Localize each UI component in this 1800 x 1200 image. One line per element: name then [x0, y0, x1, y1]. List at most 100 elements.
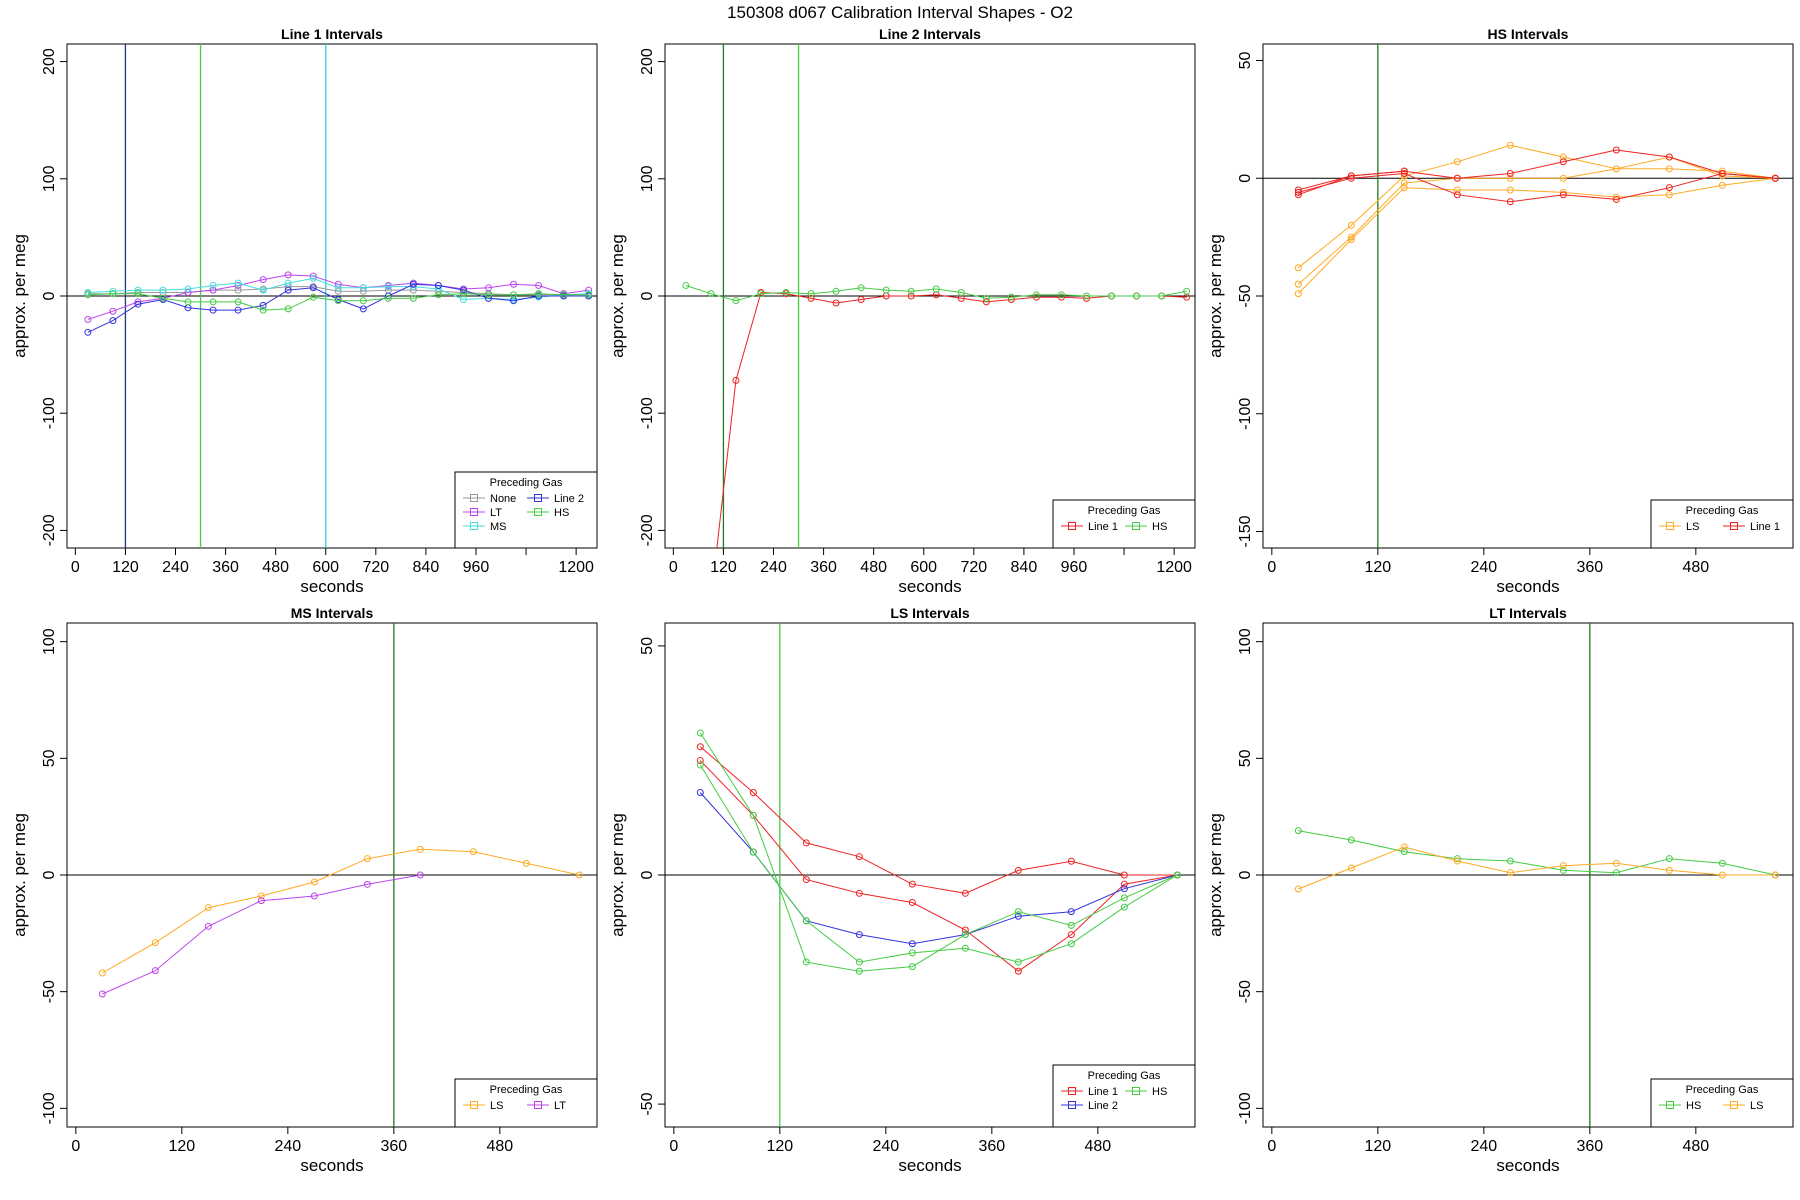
- panel-title: LT Intervals: [1489, 605, 1567, 621]
- series-line-1: [696, 743, 1181, 897]
- y-axis: -50 0 50 approx. per meg: [608, 637, 666, 1116]
- series-line-1: [1294, 167, 1408, 199]
- legend-swatch-marker: [1666, 522, 1674, 530]
- data-point: [359, 305, 367, 313]
- series-line: [1297, 177, 1776, 294]
- data-point: [961, 889, 969, 897]
- y-tick-label: 100: [1237, 628, 1254, 655]
- data-point: [334, 284, 342, 292]
- data-point: [1612, 195, 1620, 203]
- data-point: [510, 280, 518, 288]
- series-line-2: [696, 789, 1181, 948]
- y-tick-label: -100: [639, 397, 656, 429]
- x-tick-label: 360: [1576, 559, 1603, 576]
- data-point: [802, 958, 810, 966]
- data-point: [585, 291, 593, 299]
- x-tick-label: 480: [1682, 1138, 1709, 1155]
- data-point: [1771, 174, 1779, 182]
- data-point: [1665, 153, 1673, 161]
- data-point: [469, 848, 477, 856]
- data-point: [184, 285, 192, 293]
- data-point: [1014, 908, 1022, 916]
- figure-title: 150308 d067 Calibration Interval Shapes …: [727, 3, 1073, 22]
- data-point: [907, 292, 915, 300]
- data-point: [857, 296, 865, 304]
- y-tick-label: -100: [1237, 398, 1254, 430]
- data-point: [535, 281, 543, 289]
- x-axis-label: seconds: [898, 1156, 961, 1175]
- data-point: [1347, 235, 1355, 243]
- y-axis: -150 -100 -50 0 50 approx. per meg: [1206, 51, 1264, 548]
- x-tick-label: 240: [274, 1138, 301, 1155]
- data-point: [696, 729, 704, 737]
- series-line: [87, 283, 589, 333]
- y-tick-label: -100: [1237, 1092, 1254, 1124]
- legend-item-line-1: Line 1: [1723, 521, 1780, 533]
- data-point: [209, 298, 217, 306]
- y-axis-label: approx. per meg: [10, 234, 29, 358]
- data-point: [1453, 158, 1461, 166]
- legend-box: [1052, 1064, 1196, 1128]
- data-point: [802, 876, 810, 884]
- x-tick-label: 0: [669, 1138, 678, 1155]
- legend: Preceding Gas HS LS: [1650, 1078, 1794, 1128]
- series-ls: [1294, 843, 1779, 893]
- y-axis: -100 -50 0 50 100 approx. per meg: [1206, 628, 1264, 1124]
- legend-box: [1650, 499, 1794, 549]
- legend-label: HS: [554, 507, 569, 519]
- data-point: [484, 291, 492, 299]
- data-point: [807, 290, 815, 298]
- x-tick-label: 120: [710, 559, 737, 576]
- legend-item-ls: LS: [1723, 1100, 1763, 1112]
- legend-item-lt: LT: [527, 1100, 566, 1112]
- x-tick-label: 360: [1576, 1138, 1603, 1155]
- panel-title: Line 1 Intervals: [281, 26, 383, 42]
- data-point: [1400, 172, 1408, 180]
- legend-title: Preceding Gas: [1686, 1084, 1759, 1096]
- legend-label: LT: [554, 1100, 566, 1112]
- data-point: [732, 376, 740, 384]
- data-point: [1612, 869, 1620, 877]
- data-point: [1665, 184, 1673, 192]
- data-point: [1559, 174, 1567, 182]
- x-tick-label: 360: [978, 1138, 1005, 1155]
- data-point: [908, 880, 916, 888]
- data-point: [1120, 880, 1128, 888]
- legend-swatch-marker: [470, 508, 478, 516]
- data-point: [1400, 843, 1408, 851]
- y-tick-label: 100: [41, 165, 58, 192]
- plot-area: [1263, 44, 1793, 548]
- x-tick-label: 480: [860, 559, 887, 576]
- plot-area: [665, 44, 1195, 548]
- data-point: [707, 290, 715, 298]
- data-point: [1718, 167, 1726, 175]
- legend-swatch-marker: [1730, 1101, 1738, 1109]
- y-tick-label: 0: [639, 291, 656, 300]
- data-point: [359, 284, 367, 292]
- data-point: [209, 306, 217, 314]
- legend-item-none: None: [463, 493, 516, 505]
- data-point: [1453, 857, 1461, 865]
- data-point: [1718, 859, 1726, 867]
- data-point: [1120, 871, 1128, 879]
- legend-item-hs: HS: [1125, 1086, 1167, 1098]
- data-point: [184, 298, 192, 306]
- data-point: [882, 286, 890, 294]
- x-tick-label: 360: [212, 559, 239, 576]
- data-point: [310, 878, 318, 886]
- legend-swatch-marker: [1068, 1087, 1076, 1095]
- panel-title: Line 2 Intervals: [879, 26, 981, 42]
- data-point: [334, 287, 342, 295]
- data-point: [957, 288, 965, 296]
- data-point: [682, 281, 690, 289]
- data-point: [1506, 186, 1514, 194]
- legend-item-ls: LS: [1659, 521, 1699, 533]
- x-tick-label: 120: [1364, 559, 1391, 576]
- data-point: [1294, 191, 1302, 199]
- legend-swatch-marker: [470, 1101, 478, 1109]
- legend-swatch-marker: [470, 494, 478, 502]
- data-point: [459, 286, 467, 294]
- legend-label: Line 2: [1088, 1100, 1118, 1112]
- data-point: [696, 789, 704, 797]
- data-point: [696, 761, 704, 769]
